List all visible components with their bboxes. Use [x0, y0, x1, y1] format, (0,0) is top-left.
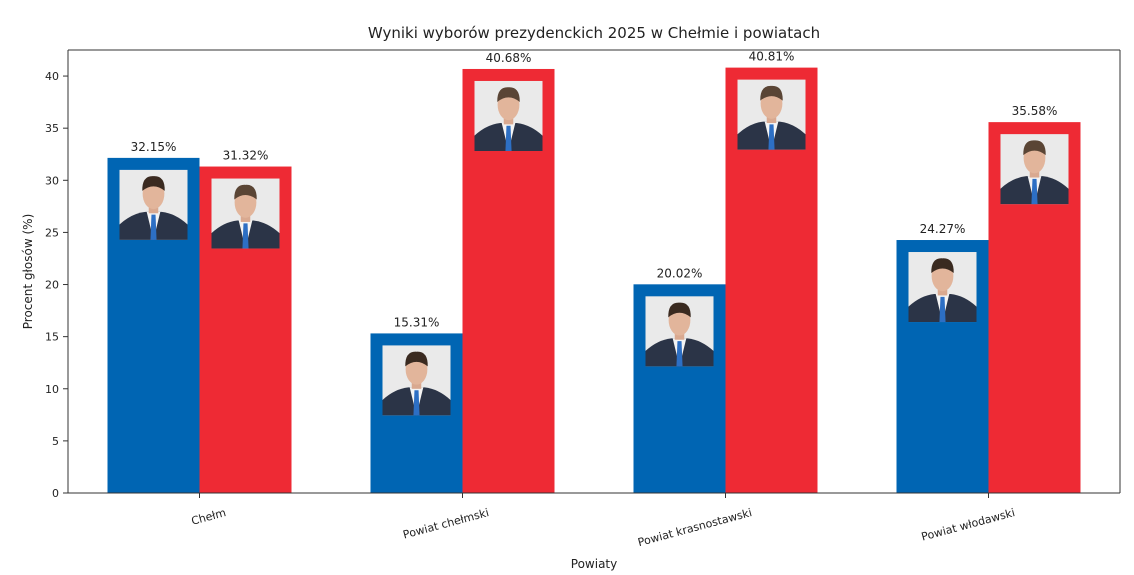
y-tick-label: 25	[45, 226, 59, 239]
y-tick-label: 35	[45, 122, 59, 135]
y-tick-label: 10	[45, 383, 59, 396]
x-tick-label: Powiat krasnostawski	[636, 506, 753, 549]
candidate-photo	[908, 252, 977, 323]
y-tick-label: 40	[45, 70, 59, 83]
data-label: 24.27%	[920, 222, 966, 236]
candidate-photo	[737, 79, 806, 150]
data-label: 15.31%	[394, 315, 440, 329]
y-tick-label: 15	[45, 331, 59, 344]
x-tick-label: Powiat włodawski	[920, 506, 1016, 543]
candidate-photo	[211, 178, 280, 249]
y-tick-label: 30	[45, 174, 59, 187]
x-tick-label: Chełm	[190, 506, 227, 528]
data-label: 32.15%	[131, 140, 177, 154]
y-tick-label: 0	[52, 487, 59, 500]
y-tick-label: 20	[45, 279, 59, 292]
data-label: 31.32%	[223, 149, 269, 163]
data-label: 20.02%	[657, 266, 703, 280]
plot-area: 32.15% 31.32% 15.31% 40.68% 20.02% 40.81% 24.2…	[45, 49, 1121, 549]
data-label: 40.81%	[749, 50, 795, 64]
candidate-photo	[645, 296, 714, 367]
y-axis-label: Procent głosów (%)	[21, 214, 35, 330]
candidate-photo	[474, 80, 543, 151]
chart-title: Wyniki wyborów prezydenckich 2025 w Cheł…	[368, 24, 820, 42]
data-label: 35.58%	[1012, 104, 1058, 118]
y-tick-label: 5	[52, 435, 59, 448]
candidate-photo	[382, 345, 451, 416]
data-label: 40.68%	[486, 51, 532, 65]
candidate-photo	[1000, 134, 1069, 205]
x-axis-label: Powiaty	[571, 557, 617, 571]
candidate-photo	[119, 169, 188, 240]
x-tick-label: Powiat chełmski	[402, 506, 491, 541]
